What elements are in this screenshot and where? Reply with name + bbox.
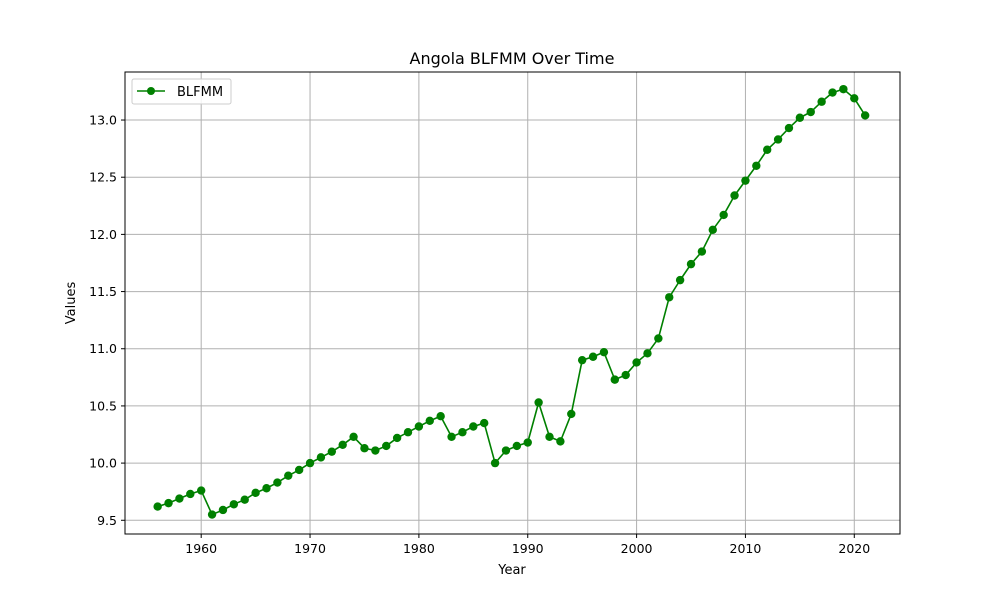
- data-point: [284, 471, 293, 480]
- legend-marker: [147, 87, 155, 95]
- data-point: [371, 446, 380, 455]
- data-point: [349, 432, 358, 441]
- data-point: [719, 210, 728, 220]
- data-point: [273, 478, 282, 487]
- data-point: [773, 135, 783, 144]
- data-point: [588, 352, 598, 361]
- data-point: [795, 113, 805, 122]
- y-tick-label: 10.0: [89, 456, 117, 471]
- data-point: [403, 428, 413, 437]
- series-layer: [153, 84, 870, 519]
- data-point: [207, 510, 217, 519]
- x-axis-title: Year: [497, 563, 526, 578]
- data-point: [643, 349, 652, 358]
- data-point: [665, 293, 674, 302]
- data-point: [686, 259, 696, 269]
- legend-box: [131, 78, 232, 105]
- data-point: [577, 355, 587, 365]
- data-point: [469, 422, 478, 431]
- data-point: [697, 247, 707, 256]
- data-point: [610, 375, 620, 384]
- data-point: [654, 334, 663, 343]
- data-point: [447, 432, 456, 441]
- data-point: [425, 416, 434, 425]
- data-point: [860, 111, 870, 120]
- data-point: [784, 123, 794, 133]
- y-tick-label: 12.0: [89, 227, 117, 242]
- data-point: [556, 437, 565, 446]
- y-tick-label: 9.5: [97, 513, 117, 528]
- data-point: [675, 275, 685, 285]
- legend-label: BLFMM: [177, 85, 223, 100]
- y-tick-label: 11.5: [89, 284, 117, 299]
- data-point: [218, 505, 228, 515]
- legend: BLFMM: [131, 78, 232, 105]
- y-tick-label: 13.0: [89, 113, 117, 128]
- y-axis-title: Values: [64, 282, 79, 325]
- data-point: [164, 498, 173, 508]
- data-point: [153, 502, 162, 511]
- data-point: [327, 447, 337, 456]
- data-point: [708, 225, 717, 235]
- series-line-blfmm: [157, 88, 866, 516]
- data-point: [501, 446, 511, 455]
- x-tick-label: 2000: [621, 541, 653, 556]
- data-point: [763, 145, 772, 154]
- data-point: [599, 347, 609, 357]
- data-point: [175, 494, 184, 503]
- y-tick-label: 11.0: [89, 341, 117, 356]
- data-point: [196, 486, 206, 495]
- x-axis: 1960 1970 1980 1990 2000 2010 2020: [185, 534, 870, 556]
- data-point: [262, 484, 271, 493]
- y-tick-label: 10.5: [89, 398, 117, 413]
- data-point: [806, 107, 815, 117]
- data-point: [817, 97, 826, 106]
- data-point: [229, 500, 239, 509]
- plot-frame: [124, 71, 901, 535]
- data-point: [567, 409, 576, 419]
- data-point: [839, 84, 848, 94]
- data-point: [534, 398, 543, 407]
- data-point: [305, 458, 315, 468]
- data-point: [752, 161, 761, 170]
- data-point: [338, 440, 347, 450]
- data-point: [632, 358, 641, 367]
- data-point: [392, 433, 402, 443]
- x-tick-label: 2010: [730, 541, 762, 556]
- data-point: [316, 453, 326, 462]
- data-point: [382, 441, 391, 451]
- data-point: [730, 191, 739, 200]
- data-point: [621, 370, 630, 380]
- data-point: [240, 495, 249, 504]
- x-tick-label: 1970: [294, 541, 326, 556]
- data-point: [360, 444, 369, 453]
- data-point: [458, 428, 467, 437]
- grid: [125, 72, 900, 534]
- x-tick-label: 1990: [512, 541, 544, 556]
- data-point: [436, 412, 445, 421]
- x-tick-label: 1960: [185, 541, 217, 556]
- data-point: [479, 418, 489, 428]
- data-point: [186, 489, 195, 499]
- y-axis: 9.5 10.0 10.5 11.0 11.5 12.0 12.5 13.0: [89, 113, 125, 528]
- data-point: [828, 88, 837, 97]
- data-point: [545, 432, 554, 441]
- chart-title: Angola BLFMM Over Time: [410, 49, 615, 68]
- y-tick-label: 12.5: [89, 170, 117, 185]
- data-point: [251, 488, 260, 498]
- x-tick-label: 2020: [838, 541, 870, 556]
- data-point: [294, 465, 304, 475]
- data-point: [850, 94, 859, 103]
- data-point: [523, 438, 532, 447]
- data-point: [490, 458, 500, 468]
- data-point: [741, 176, 750, 185]
- data-point: [512, 441, 522, 451]
- data-point: [414, 422, 424, 431]
- x-tick-label: 1980: [403, 541, 435, 556]
